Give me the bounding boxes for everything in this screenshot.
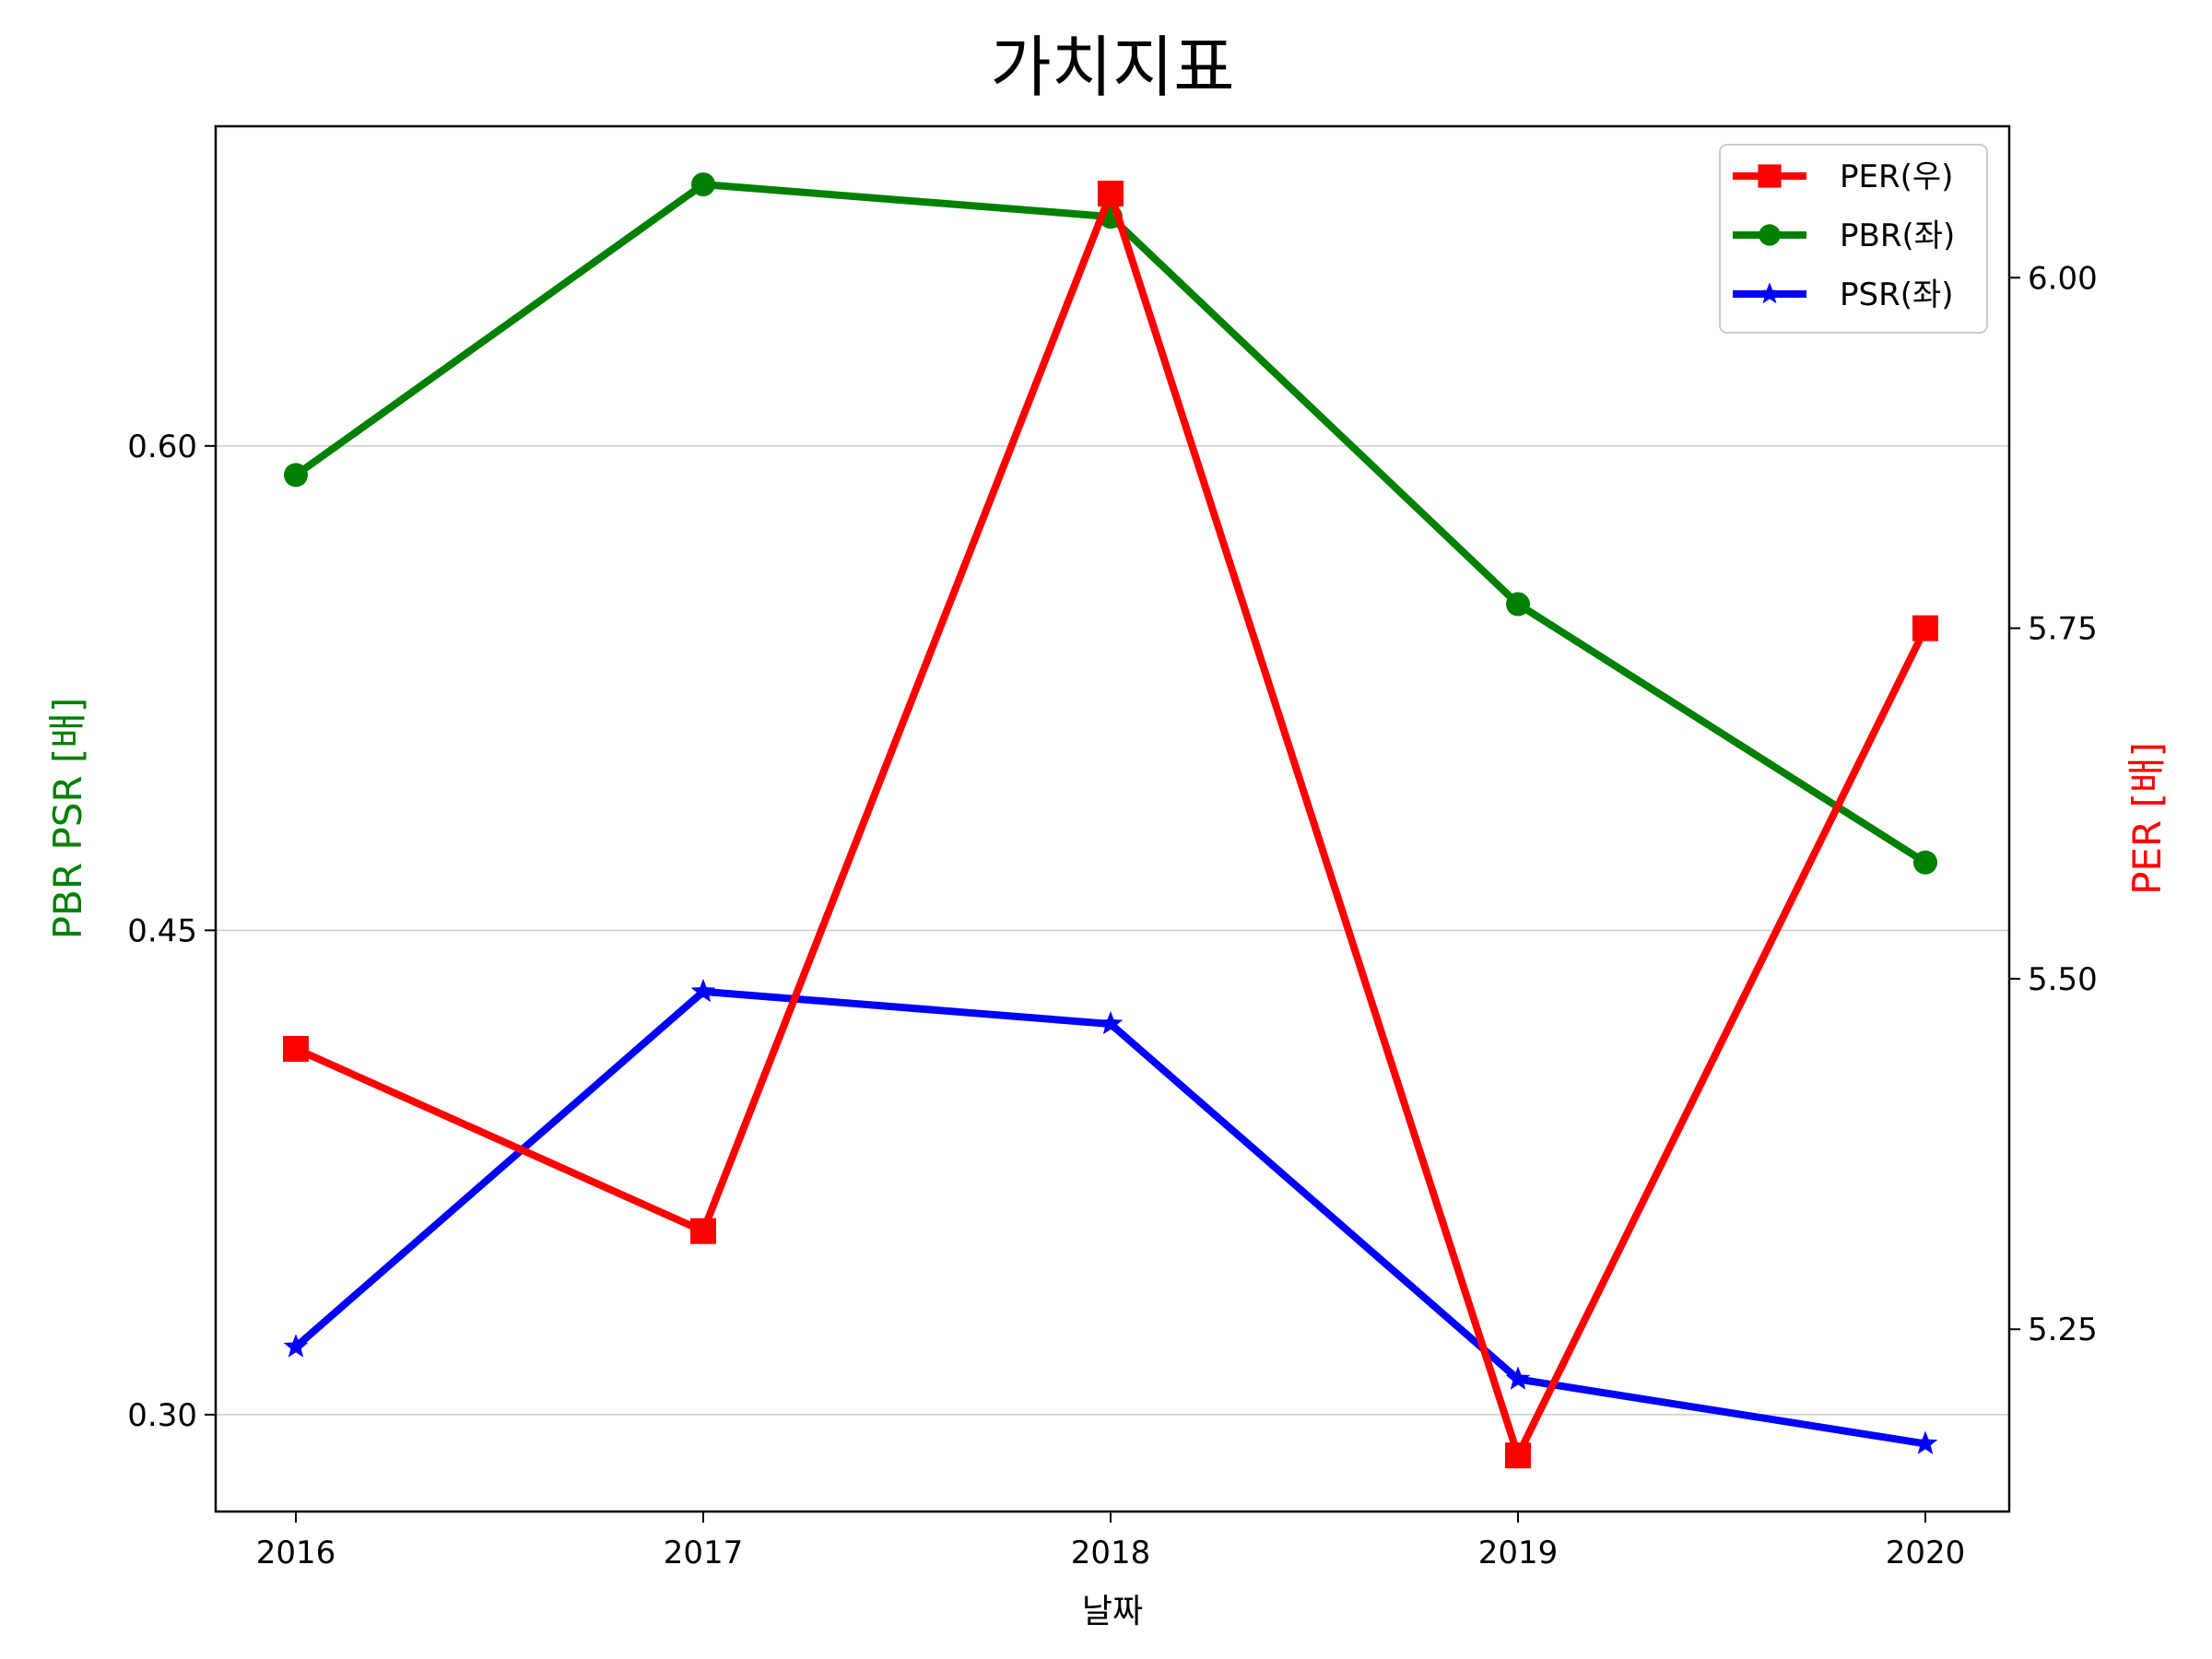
data-point: [1098, 181, 1124, 207]
y-right-tick-label: 5.50: [2028, 961, 2098, 998]
legend-marker: [1759, 282, 1781, 304]
data-point: [283, 1334, 309, 1358]
x-tick-label: 2016: [256, 1535, 336, 1571]
legend-item: PER(우): [1733, 159, 1953, 195]
y-left-tick-label: 0.30: [127, 1397, 197, 1434]
y-right-tick-label: 5.75: [2028, 611, 2098, 648]
legend-label: PER(우): [1840, 159, 1953, 195]
data-point: [1098, 1011, 1124, 1035]
x-tick-label: 2019: [1478, 1535, 1559, 1571]
y-axis-left-label: PBR PSR [배]: [45, 698, 90, 940]
y-right-tick-label: 6.00: [2028, 260, 2098, 297]
data-point: [284, 463, 308, 488]
x-tick-label: 2018: [1071, 1535, 1151, 1571]
data-point: [1913, 850, 1937, 875]
data-point: [1912, 615, 1938, 641]
legend-label: PBR(좌): [1840, 218, 1955, 254]
data-point: [1912, 1430, 1938, 1454]
series-layer: [283, 172, 1938, 1469]
series-0: [283, 181, 1938, 1469]
data-point: [690, 978, 716, 1003]
y-right-tick-label: 5.25: [2028, 1312, 2098, 1348]
plot-frame: [214, 124, 2011, 1513]
legend-item: PSR(좌): [1733, 276, 1954, 313]
x-axis: 2016 2017 2018 2019 2020: [256, 1512, 1966, 1571]
legend: PER(우) PBR(좌) PSR(좌): [1719, 144, 1988, 334]
y-axis-right: 5.25 5.50 5.75 6.00: [2009, 260, 2098, 1348]
legend-marker: [1758, 164, 1782, 188]
y-axis-right-label: PER [배]: [2124, 742, 2170, 895]
data-point: [283, 1035, 309, 1062]
data-point: [1505, 1366, 1531, 1390]
y-axis-left: 0.30 0.45 0.60: [127, 429, 216, 1434]
grid-lines: [216, 445, 2009, 1416]
series-2: [283, 978, 1938, 1454]
legend-box: [1719, 144, 1988, 334]
legend-label: PSR(좌): [1840, 276, 1954, 313]
y-left-tick-label: 0.60: [127, 429, 197, 465]
data-point: [1505, 1442, 1531, 1469]
data-point: [691, 172, 715, 197]
data-point: [1506, 592, 1530, 617]
y-left-tick-label: 0.45: [127, 912, 197, 949]
legend-marker: [1759, 224, 1781, 246]
legend-item: PBR(좌): [1733, 218, 1955, 254]
chart-title: 가치지표: [991, 29, 1235, 106]
x-tick-label: 2017: [664, 1535, 744, 1571]
data-point: [690, 1218, 716, 1244]
x-axis-label: 날짜: [1082, 1593, 1143, 1630]
x-tick-label: 2020: [1886, 1535, 1966, 1571]
